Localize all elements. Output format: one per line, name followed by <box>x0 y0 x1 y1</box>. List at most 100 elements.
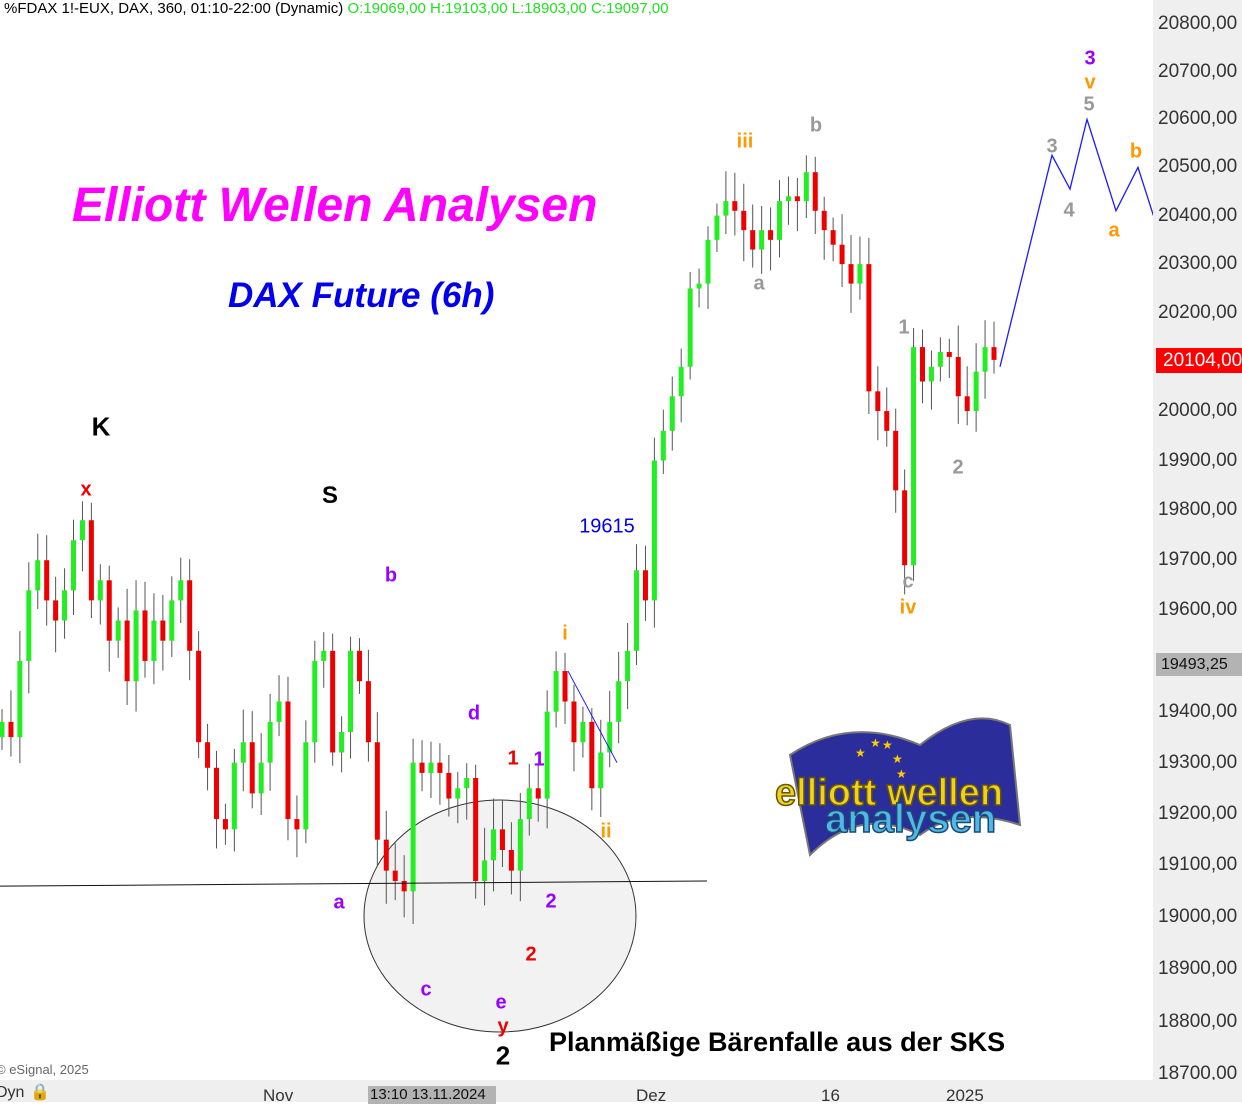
candle-body <box>473 778 479 881</box>
candle-body <box>991 347 997 360</box>
candle <box>446 755 452 817</box>
candle-body <box>178 580 184 601</box>
candle <box>374 712 380 866</box>
candle <box>88 502 94 619</box>
chart-plot-area[interactable]: ★ ★ ★ ★ ★ elliott wellen analysen <box>0 0 1156 1080</box>
candle-body <box>669 396 675 431</box>
symbol-info: %FDAX 1!-EUX, DAX, 360, 01:10-22:00 (Dyn… <box>4 0 344 17</box>
candle <box>571 684 577 772</box>
lock-icon[interactable]: 🔒 <box>30 1084 50 1101</box>
candle <box>616 651 622 744</box>
candle-body <box>660 430 666 461</box>
candle <box>464 763 470 820</box>
y-tick: 19000,00 <box>1158 906 1238 928</box>
candle-body <box>839 244 845 265</box>
wave-label: 1 <box>507 747 519 770</box>
candle <box>660 409 666 474</box>
candle-body <box>973 371 979 412</box>
candle <box>955 325 961 424</box>
candle-body <box>151 620 157 661</box>
candle <box>902 469 908 595</box>
candle-body <box>8 721 14 738</box>
price-axis[interactable]: 20800,00 20700,00 20600,00 20500,00 20400,00… <box>1153 0 1242 1084</box>
candle-body <box>884 411 890 431</box>
wave-label: 3 <box>1084 47 1096 70</box>
support-line <box>0 880 708 887</box>
candle <box>187 559 193 681</box>
candle <box>196 631 202 759</box>
y-tick: 20400,00 <box>1158 204 1238 226</box>
candle <box>741 183 747 262</box>
candle-body <box>651 460 657 601</box>
candle-body <box>768 230 774 240</box>
candle-body <box>544 711 550 799</box>
candle <box>482 827 488 906</box>
candle-body <box>187 580 193 651</box>
candle-body <box>383 839 389 871</box>
candle-body <box>491 829 497 861</box>
candle-body <box>741 210 747 231</box>
candle <box>267 693 273 791</box>
wave-label: 19615 <box>579 515 635 538</box>
candle-body <box>732 201 738 211</box>
wave-label: a <box>753 272 765 295</box>
candle-body <box>571 701 577 743</box>
candle-body <box>946 352 952 357</box>
candle <box>0 709 5 750</box>
candle-body <box>982 347 988 372</box>
candle-body <box>875 391 881 412</box>
candle <box>348 636 354 759</box>
wave-label: 4 <box>1063 199 1075 222</box>
wave-label: e <box>495 991 507 1014</box>
y-tick: 19300,00 <box>1158 751 1238 773</box>
wave-label: a <box>1108 219 1120 242</box>
candle <box>312 640 318 763</box>
candle <box>937 337 943 382</box>
candle-body <box>714 215 720 240</box>
candle-body <box>374 742 380 840</box>
candle-body <box>428 762 434 773</box>
candle-body <box>580 721 586 743</box>
candle-body <box>339 732 345 753</box>
candle <box>401 855 407 918</box>
candle-body <box>517 819 523 871</box>
svg-text:★: ★ <box>882 738 893 752</box>
candle <box>437 743 443 805</box>
candle-body <box>911 347 917 566</box>
wave-label: ii <box>600 820 612 843</box>
candle-body <box>902 490 908 566</box>
candle <box>151 593 157 685</box>
candle-body <box>249 742 255 794</box>
y-tick: 20600,00 <box>1158 108 1238 130</box>
candle <box>857 236 863 300</box>
candle <box>607 690 613 768</box>
candle <box>714 203 720 252</box>
candle <box>106 565 112 672</box>
candle <box>678 348 684 423</box>
wave-label: c <box>420 978 432 1001</box>
y-tick: 20000,00 <box>1158 400 1238 422</box>
candle <box>303 720 309 844</box>
candle <box>669 376 675 451</box>
candle-body <box>464 778 470 789</box>
candle <box>875 366 881 441</box>
candle <box>517 792 523 902</box>
candle-body <box>303 742 309 830</box>
candle-body <box>312 660 318 743</box>
wave-label: 3 <box>1046 135 1058 158</box>
wave-label: 2 <box>525 943 537 966</box>
candle <box>794 177 800 232</box>
candle <box>732 172 738 236</box>
wave-label: a <box>333 891 345 914</box>
candle <box>705 226 711 309</box>
x-tick: 16 <box>821 1086 840 1105</box>
candle <box>687 271 693 380</box>
candle <box>428 741 434 799</box>
time-axis[interactable]: Dyn 🔒 13:10 13.11.2024 Nov Dez 16 2025 <box>0 1080 1242 1105</box>
candle-body <box>115 620 121 641</box>
y-tick: 20500,00 <box>1158 156 1238 178</box>
chart-title: Elliott Wellen Analysen <box>72 179 598 232</box>
candle-body <box>62 590 68 621</box>
y-tick: 19400,00 <box>1158 700 1238 722</box>
candle-body <box>160 620 166 641</box>
